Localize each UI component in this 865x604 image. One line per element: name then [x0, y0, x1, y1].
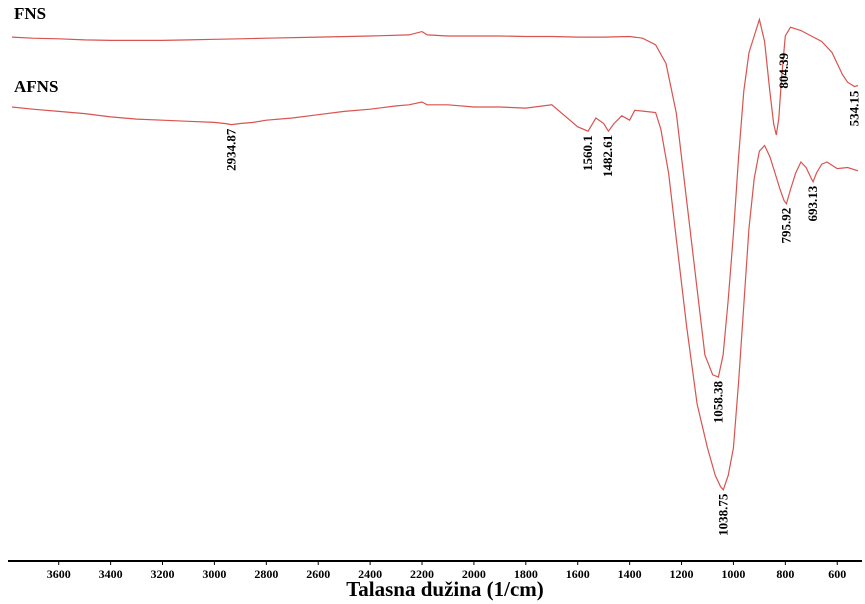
series-label-fns: FNS [14, 4, 46, 23]
peak-label: 1058.38 [710, 381, 725, 424]
x-tick-label: 600 [828, 567, 846, 581]
series-line-fns [11, 17, 859, 378]
peak-annotation: 534.15 [846, 90, 861, 126]
peak-annotation: 693.13 [805, 185, 820, 221]
x-tick-label: 3000 [202, 567, 226, 581]
x-tick-label: 1400 [618, 567, 642, 581]
peak-annotation: 1038.75 [715, 493, 730, 536]
x-tick-label: 1800 [514, 567, 538, 581]
x-tick-label: 2600 [306, 567, 330, 581]
peak-annotation: 795.92 [778, 208, 793, 244]
peak-label: 1560.1 [580, 135, 595, 171]
peak-label: 795.92 [778, 208, 793, 244]
x-tick-label: 2400 [358, 567, 382, 581]
x-tick-label: 1200 [670, 567, 694, 581]
peak-annotation: 1560.1 [580, 135, 595, 171]
x-tick-label: 2800 [254, 567, 278, 581]
peak-label: 1038.75 [715, 493, 730, 536]
peak-label: 804.39 [776, 52, 791, 88]
x-tick-label: 2200 [410, 567, 434, 581]
x-tick-label: 1600 [566, 567, 590, 581]
peak-label: 1482.61 [600, 135, 615, 177]
peak-label: 2934.87 [223, 128, 238, 171]
series-label-afns: AFNS [14, 77, 58, 96]
series-line-afns [11, 101, 859, 491]
peak-annotation: 804.39 [776, 52, 791, 88]
x-tick-label: 2000 [462, 567, 486, 581]
x-tick-label: 1000 [721, 567, 745, 581]
x-tick-label: 3600 [47, 567, 71, 581]
peak-annotation: 2934.87 [223, 128, 238, 171]
series-layer [11, 17, 859, 491]
x-tick-label: 3200 [151, 567, 175, 581]
peak-annotation: 1482.61 [600, 135, 615, 177]
peak-label: 534.15 [846, 90, 861, 126]
x-axis-title: Talasna dužina (1/cm) [346, 577, 544, 601]
peak-label: 693.13 [805, 185, 820, 221]
x-tick-label: 3400 [99, 567, 123, 581]
series-labels: FNS AFNS [14, 4, 58, 96]
peak-annotation: 1058.38 [710, 381, 725, 424]
x-axis-ticks: 3600 3400 3200 3000 2800 2600 2400 2200 2000 1800… [47, 561, 846, 581]
peak-annotations: 2934.87 1560.1 1482.61 1058.38 1038.75 804.39… [223, 52, 861, 535]
x-tick-label: 800 [776, 567, 794, 581]
